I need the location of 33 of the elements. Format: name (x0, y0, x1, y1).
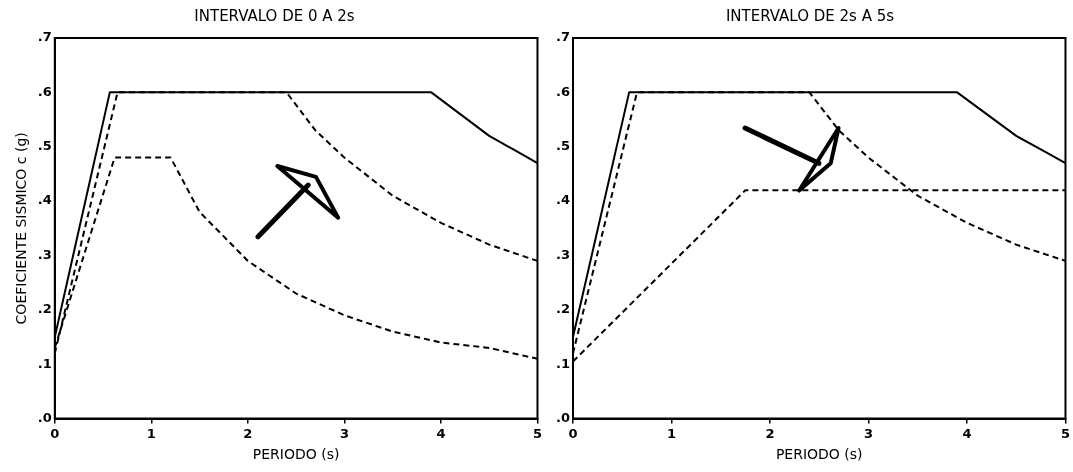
x-tick-label: 5 (1060, 425, 1070, 441)
y-tick-label: .7 (556, 29, 570, 45)
chart-title: INTERVALO DE 0 A 2s (194, 6, 355, 25)
y-tick-label: .2 (556, 301, 570, 317)
x-tick-label: 3 (863, 425, 873, 441)
y-tick-label: .2 (37, 301, 52, 317)
x-axis-title: PERIODO (s) (252, 446, 340, 463)
y-tick-label: .6 (556, 83, 570, 99)
x-tick-label: 4 (436, 425, 446, 441)
x-tick-label: 5 (532, 425, 542, 441)
y-tick-label: .0 (37, 409, 52, 425)
y-tick-label: .4 (556, 192, 570, 208)
y-tick-label: .6 (37, 83, 52, 99)
y-tick-label: .1 (556, 355, 570, 371)
x-tick-label: 0 (50, 425, 60, 441)
x-tick-label: 2 (243, 425, 253, 441)
y-axis-title: COEFICIENTE SISMICO c (g) (13, 132, 30, 325)
y-tick-label: .1 (37, 355, 52, 371)
x-tick-label: 1 (666, 425, 677, 441)
chart-title: INTERVALO DE 2s A 5s (725, 6, 895, 25)
y-tick-label: .5 (37, 138, 52, 154)
y-tick-label: .4 (37, 192, 52, 208)
y-tick-label: .7 (37, 29, 52, 45)
y-tick-label: .3 (37, 246, 52, 262)
y-tick-label: .5 (556, 138, 570, 154)
x-axis-title: PERIODO (s) (775, 446, 863, 463)
x-tick-label: 2 (765, 425, 775, 441)
x-tick-label: 1 (146, 425, 156, 441)
y-tick-label: .3 (556, 246, 570, 262)
x-tick-label: 4 (962, 425, 972, 441)
x-tick-label: 3 (339, 425, 349, 441)
y-tick-label: .0 (556, 409, 570, 425)
x-tick-label: 0 (568, 425, 578, 441)
